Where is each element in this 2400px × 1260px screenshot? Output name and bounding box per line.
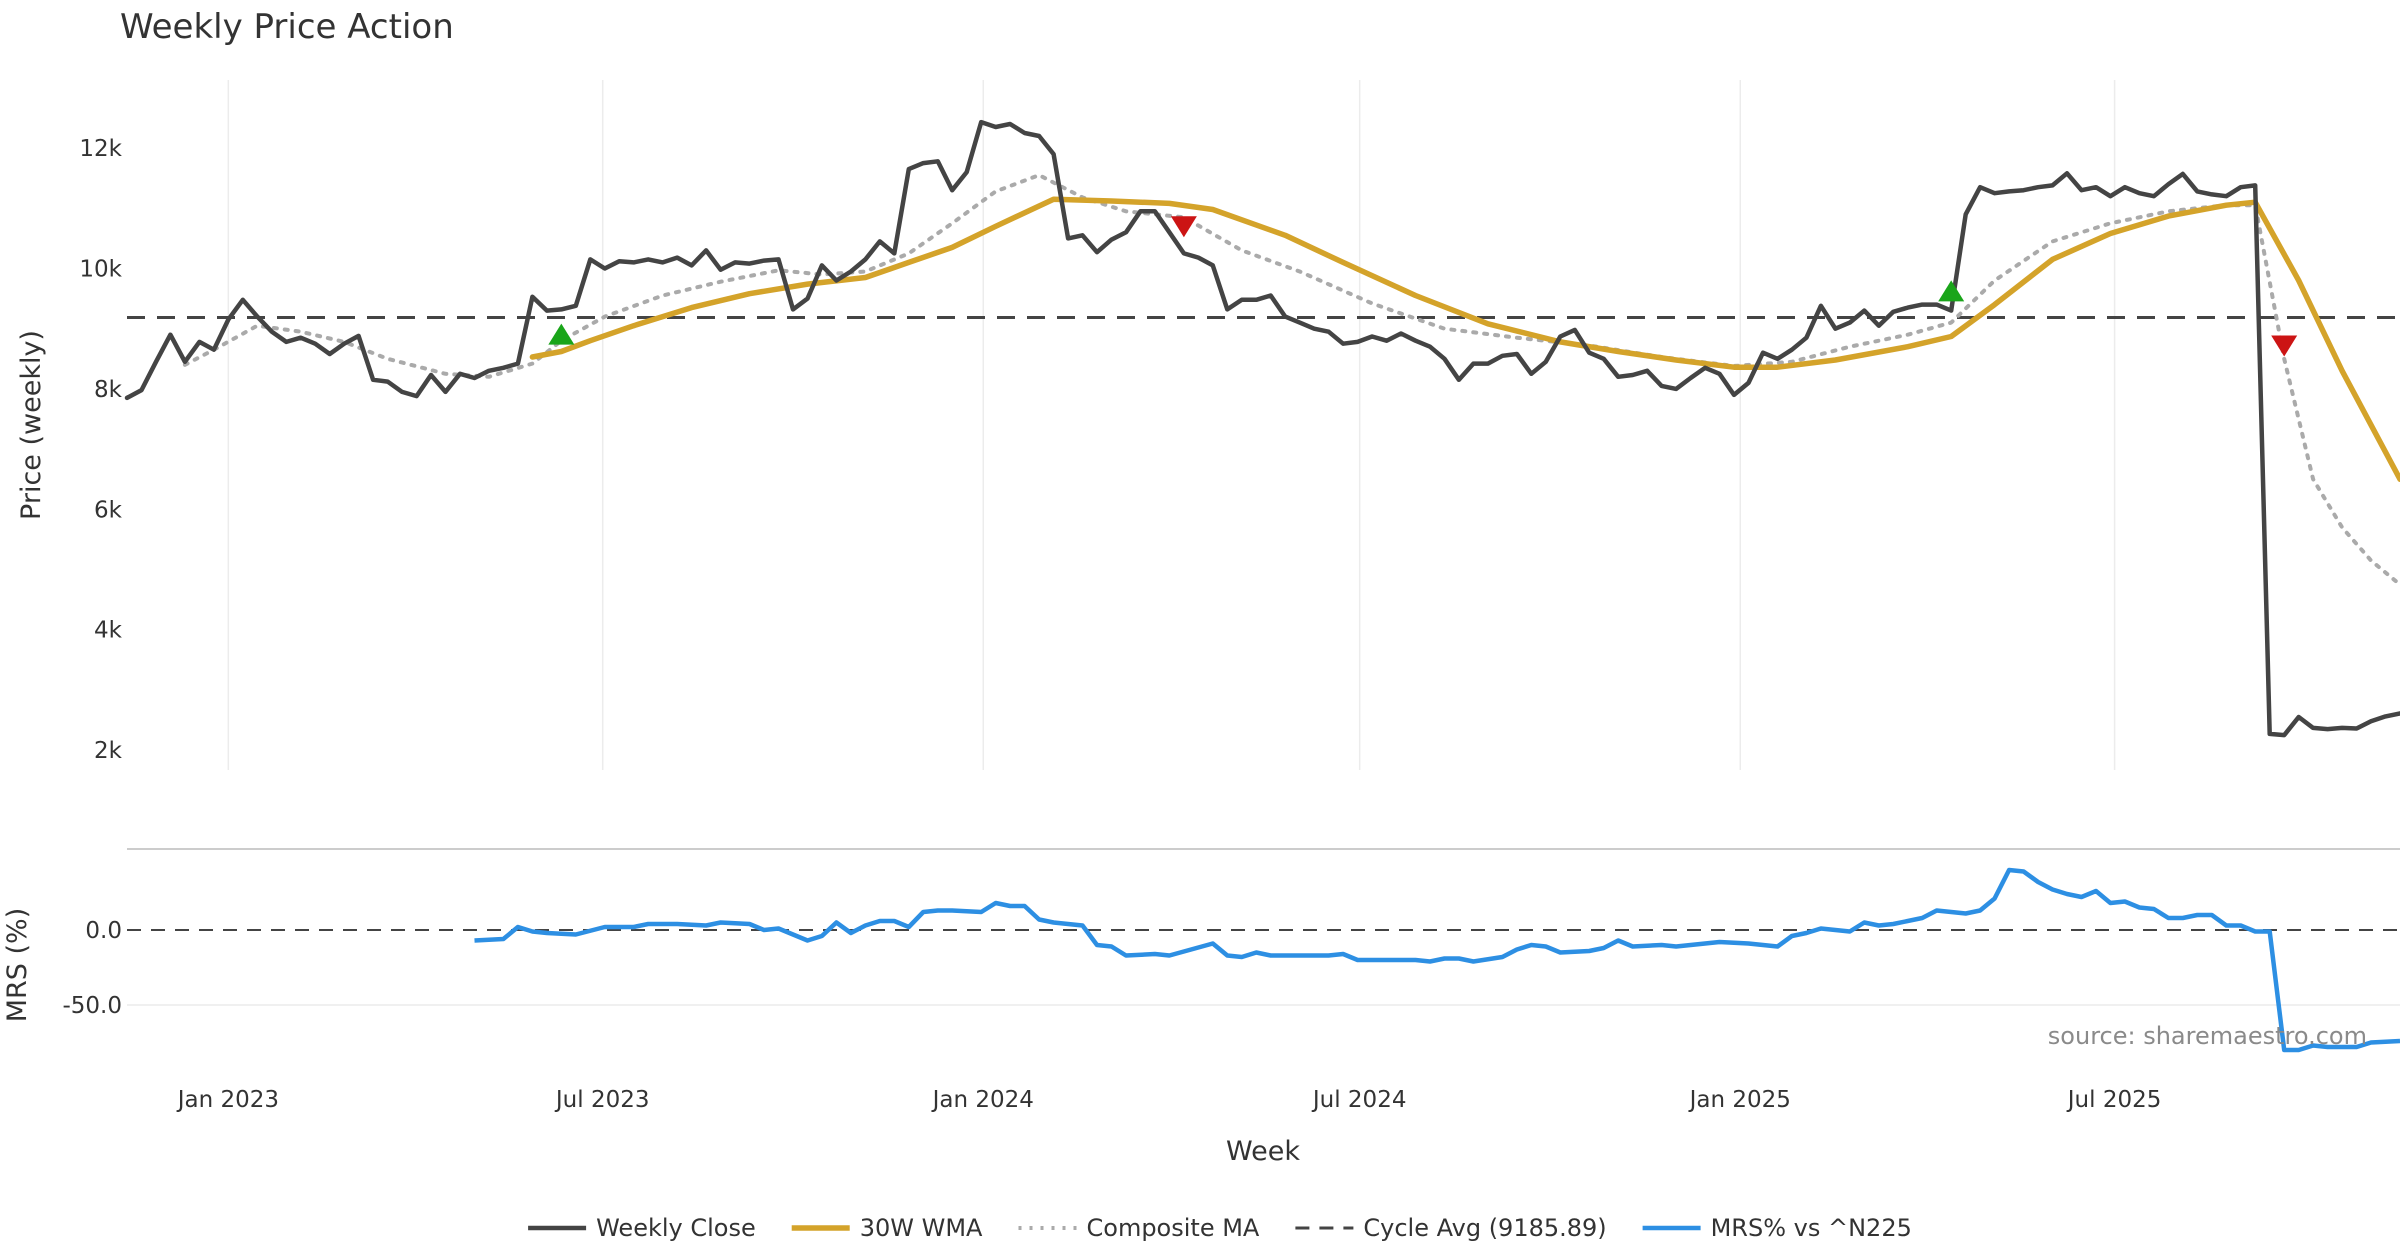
x-tick-label: Jul 2025 (2066, 1087, 2162, 1113)
signal-markers (548, 216, 2298, 357)
mrs-y-tick-label: -50.0 (62, 993, 122, 1019)
x-tick-label: Jul 2024 (1311, 1087, 1407, 1113)
mrs-y-axis-label: MRS (%) (2, 908, 33, 1023)
legend-label: 30W WMA (860, 1214, 983, 1242)
legend-label: MRS% vs ^N225 (1711, 1214, 1912, 1242)
legend-item-weekly-close: Weekly Close (528, 1214, 756, 1242)
sell-signal-marker (2271, 335, 2298, 357)
legend-label: Cycle Avg (9185.89) (1363, 1214, 1606, 1242)
buy-signal-marker (1938, 280, 1965, 302)
legend-item-cycle-avg: Cycle Avg (9185.89) (1295, 1214, 1607, 1242)
legend: Weekly Close 30W WMA Composite MA Cycle Avg… (528, 1214, 1912, 1242)
price-y-axis-label: Price (weekly) (16, 330, 47, 520)
sell-signal-marker (1170, 216, 1197, 238)
mrs-y-ticks: 0.0 -50.0 (62, 918, 122, 1019)
x-tick-label: Jan 2025 (1688, 1087, 1791, 1113)
price-y-tick-label: 6k (94, 497, 123, 523)
price-series (124, 119, 2400, 738)
legend-label: Weekly Close (596, 1214, 756, 1242)
legend-label: Composite MA (1087, 1214, 1260, 1242)
series-line-wma-30w (529, 196, 2400, 482)
series-line-composite-ma (182, 173, 2400, 587)
price-y-tick-label: 10k (79, 256, 122, 282)
mrs-series (474, 867, 2400, 1053)
price-gridlines (227, 80, 2116, 770)
price-y-tick-label: 8k (94, 377, 123, 403)
mrs-y-tick-label: 0.0 (85, 918, 122, 944)
series-line-mrs (474, 867, 2400, 1053)
price-y-tick-label: 12k (79, 136, 122, 162)
x-tick-label: Jan 2024 (931, 1087, 1034, 1113)
price-y-ticks: 2k 4k 6k 8k 10k 12k (79, 136, 122, 764)
price-y-tick-label: 2k (94, 738, 123, 764)
legend-item-composite-ma: Composite MA (1018, 1214, 1260, 1242)
x-tick-labels: Jan 2023 Jul 2023 Jan 2024 Jul 2024 Jan 2025… (176, 1087, 2162, 1113)
price-panel: 2k 4k 6k 8k 10k 12k (79, 80, 2400, 770)
mrs-panel: 0.0 -50.0 (62, 867, 2400, 1053)
price-y-tick-label: 4k (94, 618, 123, 644)
chart-title: Weekly Price Action (120, 7, 454, 47)
mrs-gridlines (127, 929, 2400, 1006)
x-tick-label: Jul 2023 (554, 1087, 650, 1113)
buy-signal-marker (548, 323, 575, 345)
x-tick-label: Jan 2023 (176, 1087, 279, 1113)
source-note: source: sharemaestro.com (2048, 1022, 2367, 1050)
x-axis-label: Week (1226, 1136, 1300, 1167)
legend-item-wma-30w: 30W WMA (791, 1214, 983, 1242)
series-line-weekly-close (124, 119, 2400, 738)
legend-item-mrs: MRS% vs ^N225 (1642, 1214, 1912, 1242)
